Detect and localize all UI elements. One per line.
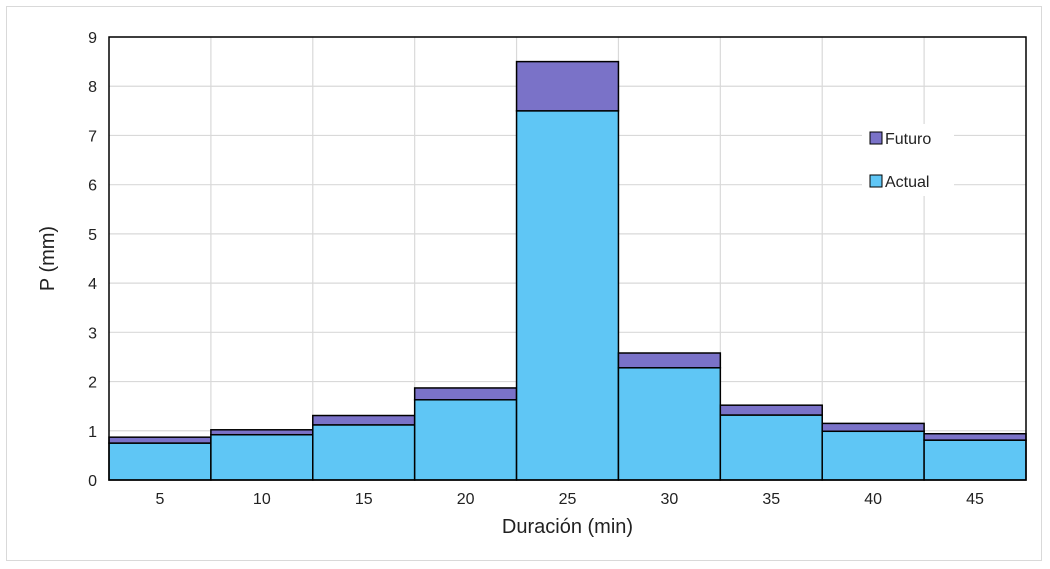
bar-actual-10: [210, 433, 314, 481]
x-tick-label: 45: [966, 491, 984, 508]
legend-label-futuro: Futuro: [885, 131, 931, 148]
legend: Futuro Actual: [862, 124, 954, 196]
bar-futuro-20: [413, 387, 518, 401]
bar-actual-40: [821, 430, 925, 481]
legend-swatch-futuro: [869, 131, 883, 145]
y-axis-title: P (mm): [37, 226, 59, 291]
x-axis-title: Duración (min): [502, 516, 633, 538]
legend-label-actual: Actual: [885, 174, 929, 191]
bar-actual-15: [312, 424, 416, 481]
y-tick-label: 0: [88, 473, 97, 490]
x-tick-label: 40: [864, 491, 882, 508]
plot-border: [108, 36, 1027, 481]
bar-actual-25: [515, 110, 620, 481]
bar-actual-20: [413, 399, 518, 481]
bar-futuro-15: [312, 414, 416, 426]
x-tick-labels: 5 10 15 20 25 30 35 40 45: [155, 491, 984, 508]
y-tick-label: 5: [88, 227, 97, 244]
y-tick-label: 6: [88, 178, 97, 195]
y-tick-label: 3: [88, 325, 97, 342]
bar-futuro-10: [210, 429, 314, 436]
bar-actual-30: [617, 367, 722, 481]
bar-futuro-30: [617, 352, 722, 369]
x-tick-label: 35: [762, 491, 780, 508]
y-tick-label: 4: [88, 276, 97, 293]
y-tick-labels: 0 1 2 3 4 5 6 7 8 9: [88, 30, 97, 490]
bar-futuro-35: [719, 404, 823, 416]
x-tick-label: 20: [457, 491, 475, 508]
x-tick-label: 25: [559, 491, 577, 508]
bar-actual-35: [719, 414, 823, 481]
y-tick-label: 9: [88, 30, 97, 47]
bar-futuro-40: [821, 422, 925, 433]
x-tick-label: 15: [355, 491, 373, 508]
bar-actual-45: [923, 439, 1027, 481]
y-tick-label: 2: [88, 375, 97, 392]
y-tick-label: 8: [88, 79, 97, 96]
bar-futuro-5: [108, 436, 212, 444]
x-tick-label: 10: [253, 491, 271, 508]
y-tick-label: 1: [88, 424, 97, 441]
y-tick-label: 7: [88, 128, 97, 145]
legend-swatch-actual: [869, 174, 883, 188]
x-tick-label: 5: [155, 491, 164, 508]
bar-futuro-45: [923, 432, 1027, 441]
bar-actual-5: [108, 442, 212, 481]
bars-layer: [108, 60, 1027, 481]
x-tick-label: 30: [660, 491, 678, 508]
bar-futuro-25: [515, 60, 620, 112]
